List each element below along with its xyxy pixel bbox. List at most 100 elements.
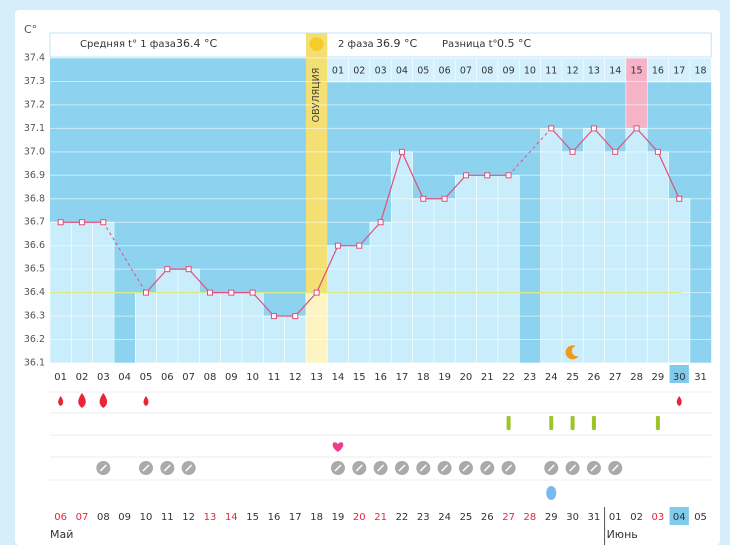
- diff-value: 0.5 °C: [497, 37, 531, 50]
- diff-label: Разница t°: [442, 39, 498, 50]
- unit: C°: [24, 23, 37, 36]
- heart-icon: [332, 442, 344, 452]
- date: 15: [246, 512, 259, 523]
- gap-connector: [102, 221, 147, 293]
- bleeding-drop: [143, 396, 149, 406]
- cycle-day: 31: [694, 372, 707, 383]
- temperature-marker: [313, 289, 320, 296]
- cycle-day: 11: [268, 372, 281, 383]
- phase2-day: 09: [503, 66, 515, 77]
- cycle-day: 30: [673, 372, 686, 383]
- bar: [135, 292, 157, 364]
- bar: [241, 292, 264, 364]
- bar: [433, 198, 456, 364]
- y-tick-label: 36.8: [24, 193, 45, 204]
- temperature-marker: [676, 195, 683, 202]
- ovulation-label: ОВУЛЯЦИЯ: [311, 68, 322, 123]
- gray-mark-slash: [355, 464, 363, 472]
- date: 04: [673, 512, 686, 523]
- cycle-day: 15: [353, 372, 366, 383]
- gray-mark-slash: [483, 464, 491, 472]
- bar: [561, 151, 584, 364]
- y-tick-label: 36.5: [24, 264, 45, 275]
- y-tick-label: 37.3: [24, 76, 45, 87]
- temperature-marker: [654, 148, 661, 155]
- sun-icon: [309, 37, 324, 51]
- bar: [348, 245, 371, 364]
- temperature-marker: [270, 313, 277, 320]
- phase2-day: 14: [609, 66, 621, 77]
- date: 25: [460, 512, 473, 523]
- temperature-marker: [441, 195, 448, 202]
- y-tick-label: 37.1: [24, 123, 45, 134]
- temperature-marker: [142, 289, 149, 296]
- gray-mark-slash: [611, 464, 619, 472]
- date: 31: [588, 512, 601, 523]
- temperature-marker: [377, 219, 384, 226]
- cycle-day: 17: [396, 372, 409, 383]
- phase2-day: 17: [673, 66, 685, 77]
- month-label: Июнь: [607, 528, 638, 541]
- date: 10: [140, 512, 153, 523]
- bar: [412, 198, 435, 364]
- temperature-marker: [612, 148, 619, 155]
- phase2-day: 04: [396, 66, 408, 77]
- phase2-day: 02: [353, 66, 365, 77]
- cycle-day: 13: [310, 372, 323, 383]
- date: 26: [481, 512, 494, 523]
- green-mark: [570, 416, 575, 430]
- phase2-day: 05: [417, 66, 429, 77]
- cycle-day: 27: [609, 372, 622, 383]
- cycle-day: 09: [225, 372, 238, 383]
- bleeding-drop: [676, 396, 682, 406]
- bleeding-drop: [78, 393, 86, 408]
- temperature-marker: [164, 266, 171, 273]
- bar: [668, 198, 691, 364]
- date: 28: [524, 512, 537, 523]
- gray-mark-slash: [142, 464, 150, 472]
- temperature-marker: [185, 266, 192, 273]
- date: 29: [545, 512, 558, 523]
- phase2-day: 01: [332, 66, 344, 77]
- y-tick-label: 37.4: [24, 53, 45, 64]
- cycle-day: 28: [630, 372, 643, 383]
- cycle-day: 07: [182, 372, 195, 383]
- y-tick-label: 36.9: [24, 170, 45, 181]
- cycle-day: 24: [545, 372, 558, 383]
- highlight-day-cell: [669, 365, 689, 383]
- temperature-marker: [249, 289, 256, 296]
- cycle-day: 29: [652, 372, 665, 383]
- cycle-day: 23: [524, 372, 537, 383]
- temperature-marker: [569, 148, 576, 155]
- header-band: [49, 32, 712, 58]
- cycle-day: 19: [438, 372, 451, 383]
- date: 07: [76, 512, 89, 523]
- moon-icon: [565, 345, 579, 360]
- gray-mark-slash: [441, 464, 449, 472]
- temperature-marker: [420, 195, 427, 202]
- bar: [646, 151, 669, 364]
- date: 16: [268, 512, 281, 523]
- y-tick-label: 36.4: [24, 287, 45, 298]
- cycle-day: 05: [140, 372, 153, 383]
- date: 30: [566, 512, 579, 523]
- cycle-day: 04: [118, 372, 131, 383]
- cycle-day: 03: [97, 372, 110, 383]
- temperature-marker: [505, 172, 512, 179]
- gray-mark-slash: [185, 464, 193, 472]
- cycle-day: 02: [76, 372, 89, 383]
- phase1-value: 36.4 °C: [176, 37, 217, 50]
- date: 03: [652, 512, 665, 523]
- date: 22: [396, 512, 409, 523]
- phase2-day: 12: [567, 66, 579, 77]
- gray-mark-slash: [419, 464, 427, 472]
- gray-mark-slash: [377, 464, 385, 472]
- phase2-day: 15: [631, 66, 643, 77]
- green-mark: [655, 416, 660, 430]
- gap-connector: [508, 128, 552, 176]
- cycle-day: 01: [54, 372, 67, 383]
- date: 14: [225, 512, 238, 523]
- bar: [220, 292, 243, 364]
- cycle-day: 10: [246, 372, 259, 383]
- y-tick-label: 36.1: [24, 358, 45, 369]
